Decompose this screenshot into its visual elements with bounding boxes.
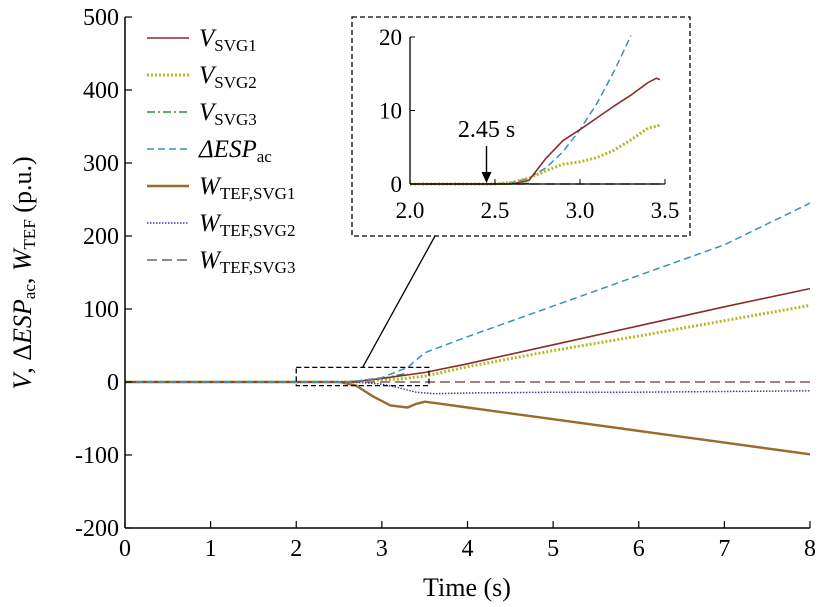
series-line-0 bbox=[125, 287, 811, 383]
x-tick-label: 7 bbox=[718, 536, 730, 562]
series-line-1 bbox=[125, 303, 811, 384]
legend-label: WTEF,SVG1 bbox=[199, 173, 295, 203]
inset-y-tick-label: 20 bbox=[379, 25, 402, 50]
zoom-highlight bbox=[295, 235, 436, 387]
legend-label-sub: SVG3 bbox=[214, 110, 257, 129]
inset-series-line-3 bbox=[410, 123, 661, 186]
inset-plot: 2.0 2.5 3.0 3.5 0 10 20 2.45 s bbox=[351, 16, 691, 237]
y-tick-label: 0 bbox=[107, 370, 119, 396]
y-tick-label: 400 bbox=[83, 78, 119, 104]
y-tick-label: 200 bbox=[83, 224, 119, 250]
x-tick-label: 2 bbox=[290, 536, 302, 562]
legend: VSVG1VSVG2VSVG3ΔESPacWTEF,SVG1WTEF,SVG2W… bbox=[136, 17, 341, 285]
y-axis-title-part: (p.u.) bbox=[8, 156, 37, 219]
y-axis-title-part: ac bbox=[20, 284, 39, 300]
inset-annotation-arrow-head bbox=[481, 172, 492, 183]
inset-y-tick-label: 0 bbox=[391, 172, 403, 197]
y-axis-title-part: W bbox=[8, 247, 37, 271]
legend-label-main: V bbox=[199, 99, 217, 126]
legend-label-sub: TEF,SVG1 bbox=[220, 184, 296, 203]
y-tick-label: 500 bbox=[83, 5, 119, 31]
y-tick-label: 300 bbox=[83, 151, 119, 177]
legend-label: ΔESPac bbox=[198, 136, 272, 166]
y-tick-label: -100 bbox=[75, 443, 119, 469]
y-axis-title: V, ΔESPac, WTEF (p.u.) bbox=[8, 156, 39, 389]
inset-x-tick-label: 2.5 bbox=[481, 198, 510, 223]
inset-annotation-text: 2.45 s bbox=[458, 117, 515, 143]
x-tick-label: 4 bbox=[462, 536, 474, 562]
y-tick-label: 100 bbox=[83, 297, 119, 323]
legend-label-sub: SVG2 bbox=[214, 73, 257, 92]
legend-label-sub: TEF,SVG3 bbox=[220, 258, 296, 277]
legend-label-main: V bbox=[199, 62, 217, 89]
x-tick-label: 3 bbox=[376, 536, 388, 562]
legend-label-main: ΔESP bbox=[198, 136, 257, 163]
inset-y-tick-label: 10 bbox=[379, 99, 402, 124]
y-axis-title-part: TEF bbox=[20, 219, 39, 249]
x-tick-label: 6 bbox=[633, 536, 645, 562]
inset-frame bbox=[351, 16, 691, 237]
inset-x-tick-label: 3.0 bbox=[566, 198, 595, 223]
x-tick-label: 5 bbox=[547, 536, 559, 562]
y-axis-title-part: ESP bbox=[8, 299, 37, 345]
x-tick-label: 0 bbox=[119, 536, 131, 562]
series-line-5 bbox=[125, 381, 811, 395]
x-tick-label: 1 bbox=[205, 536, 217, 562]
legend-label-main: W bbox=[199, 173, 222, 200]
inset-x-tick-label: 3.5 bbox=[651, 198, 680, 223]
y-tick-label: -200 bbox=[75, 516, 119, 542]
inset-x-tick-label: 2.0 bbox=[396, 198, 425, 223]
legend-background bbox=[136, 17, 341, 285]
legend-label-main: W bbox=[199, 247, 222, 274]
zoom-connector-line bbox=[362, 235, 436, 368]
legend-label-sub: TEF,SVG2 bbox=[220, 221, 296, 240]
main-series-group bbox=[125, 202, 811, 456]
legend-label-main: V bbox=[199, 25, 217, 52]
legend-label: VSVG2 bbox=[199, 62, 257, 92]
x-axis-title: Time (s) bbox=[423, 573, 511, 602]
legend-label: VSVG1 bbox=[199, 25, 257, 55]
x-tick-label: 8 bbox=[804, 536, 816, 562]
legend-label-sub: ac bbox=[257, 147, 273, 166]
y-axis-title-part: V bbox=[8, 371, 37, 390]
series-line-3 bbox=[125, 202, 811, 383]
legend-label-main: W bbox=[199, 210, 222, 237]
legend-label-sub: SVG1 bbox=[214, 36, 257, 55]
y-axis-title-part: , bbox=[8, 271, 37, 284]
legend-label: VSVG3 bbox=[199, 99, 257, 129]
series-line-4 bbox=[125, 380, 811, 456]
legend-label: WTEF,SVG2 bbox=[199, 210, 295, 240]
legend-label: WTEF,SVG3 bbox=[199, 247, 295, 277]
y-axis-title-part: , Δ bbox=[8, 344, 37, 374]
